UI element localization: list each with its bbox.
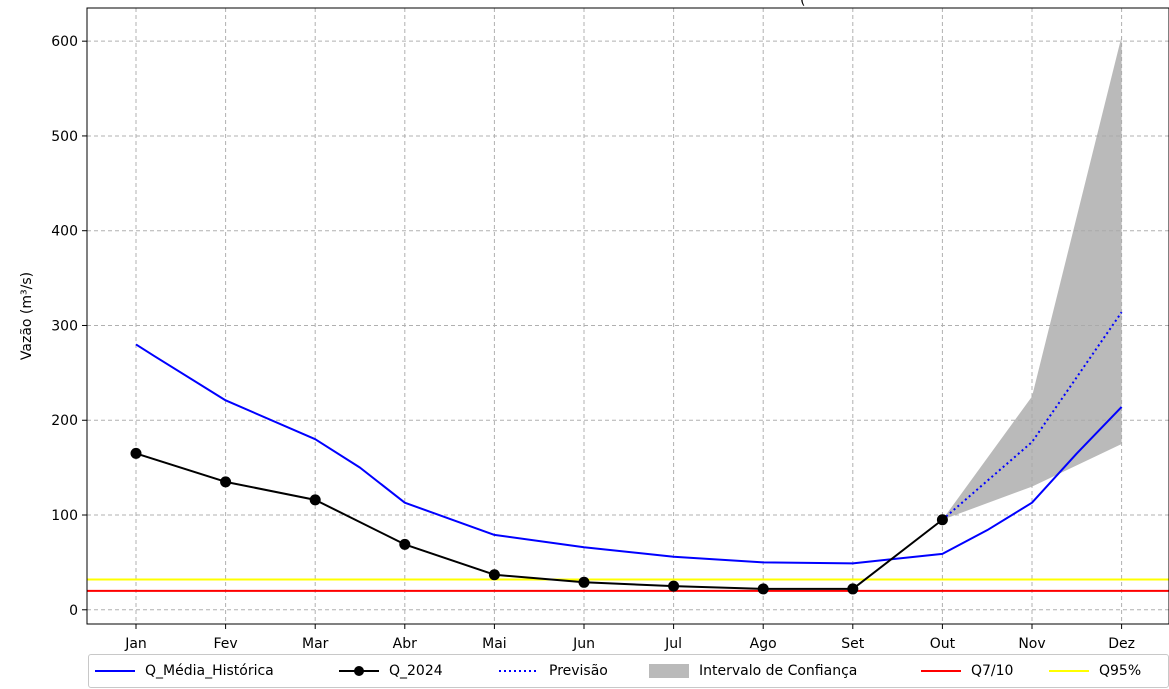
y-ticks: 0 100 200 300 400 500 600	[51, 34, 87, 619]
legend-swatch-q710	[921, 670, 961, 672]
legend-item-historical: Q_Média_Histórica	[95, 655, 274, 687]
x-tick-label: Abr	[393, 636, 417, 652]
reference-lines	[87, 578, 1169, 592]
x-tick-label: Jun	[572, 636, 595, 652]
q2024-point	[578, 576, 590, 588]
q2024-point	[309, 494, 321, 506]
y-axis-label: Vazão (m³/s)	[19, 272, 35, 360]
q2024-point	[399, 538, 411, 550]
q2024-point	[220, 476, 232, 488]
x-tick-label: Ago	[750, 636, 777, 652]
y-tick-label: 100	[51, 508, 78, 524]
confidence-interval-band	[942, 36, 1122, 520]
legend-swatch-historical	[95, 670, 135, 672]
y-tick-label: 500	[51, 129, 78, 145]
y-tick-label: 300	[51, 318, 78, 334]
y-tick-label: 0	[69, 603, 78, 619]
legend-swatch-confidence	[649, 664, 689, 678]
legend-label-q95: Q95%	[1099, 663, 1142, 679]
x-tick-label: Dez	[1108, 636, 1135, 652]
legend-item-q710: Q7/10	[921, 655, 1013, 687]
legend-item-q2024: Q_2024	[339, 655, 443, 687]
x-tick-label: Nov	[1018, 636, 1045, 652]
legend-item-forecast: Previsão	[499, 655, 608, 687]
legend-label-q2024: Q_2024	[389, 663, 443, 679]
legend-item-q95: Q95%	[1049, 655, 1141, 687]
legend-swatch-q95	[1049, 670, 1089, 672]
q2024-point	[668, 580, 680, 592]
legend-label-confidence: Intervalo de Confiança	[699, 663, 858, 679]
q2024-point	[130, 447, 142, 459]
y-tick-label: 400	[51, 224, 78, 240]
plot-frame	[86, 7, 1169, 625]
q2024-point	[757, 583, 769, 595]
x-tick-label: Jul	[664, 636, 682, 652]
q2024-line	[135, 452, 944, 590]
q2024-point	[847, 583, 859, 595]
x-tick-label: Mar	[302, 636, 329, 652]
y-tick-label: 600	[51, 34, 78, 50]
legend-swatch-forecast	[499, 670, 539, 672]
x-tick-label: Out	[930, 636, 956, 652]
grid	[87, 8, 1169, 624]
x-tick-label: Set	[841, 636, 865, 652]
q2024-point	[488, 569, 500, 581]
legend-label-q710: Q7/10	[971, 663, 1014, 679]
y-tick-label: 200	[51, 413, 78, 429]
x-tick-label: Jan	[124, 636, 147, 652]
legend-item-confidence: Intervalo de Confiança	[649, 655, 857, 687]
historical-mean-line	[135, 343, 1123, 565]
q2024-point	[936, 514, 948, 526]
x-ticks: Jan Fev Mar Abr Mai Jun Jul Ago Set Out Nov Dez	[124, 624, 1135, 652]
series-lines	[135, 311, 1123, 590]
legend-swatch-q2024	[339, 666, 379, 676]
chart-title: (	[800, 0, 805, 8]
x-tick-label: Mai	[482, 636, 507, 652]
x-tick-label: Fev	[214, 636, 238, 652]
series-markers	[130, 447, 948, 595]
legend-label-forecast: Previsão	[549, 663, 608, 679]
confidence-band-layer	[942, 36, 1122, 520]
legend: Q_Média_Histórica Q_2024 Previsão Interv…	[88, 654, 1169, 688]
legend-label-historical: Q_Média_Histórica	[145, 663, 274, 679]
